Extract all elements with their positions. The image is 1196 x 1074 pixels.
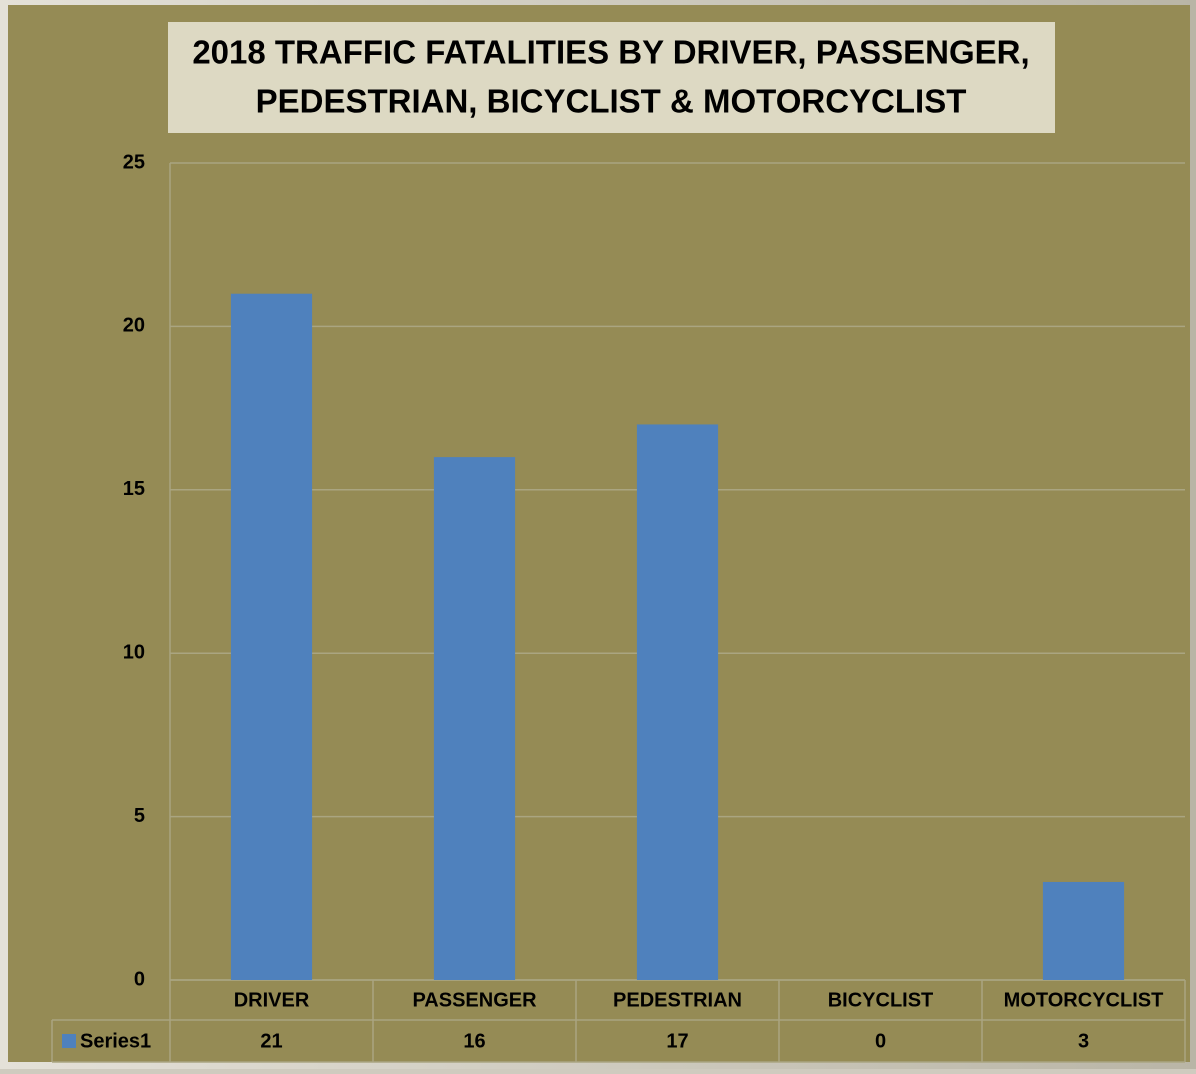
chart-area — [8, 5, 1190, 1062]
x-tick-label: PEDESTRIAN — [613, 989, 742, 1011]
y-tick-label: 0 — [134, 968, 145, 990]
y-tick-label: 5 — [134, 805, 145, 827]
legend-key — [62, 1034, 76, 1048]
y-tick-label: 15 — [123, 478, 145, 500]
bar — [230, 293, 313, 981]
bar — [636, 424, 719, 980]
bar — [433, 457, 516, 980]
bar — [1042, 881, 1125, 980]
chart-title: PEDESTRIAN, BICYCLIST & MOTORCYCLIST — [256, 83, 967, 120]
x-tick-label: PASSENGER — [412, 989, 537, 1011]
title-box — [168, 22, 1055, 133]
chart-title: 2018 TRAFFIC FATALITIES BY DRIVER, PASSE… — [192, 34, 1029, 71]
x-tick-label: BICYCLIST — [828, 989, 934, 1011]
x-tick-label: DRIVER — [234, 989, 310, 1011]
table-value: 21 — [260, 1030, 282, 1052]
y-tick-label: 25 — [123, 151, 145, 173]
legend-label: Series1 — [80, 1030, 151, 1052]
x-tick-label: MOTORCYCLIST — [1004, 989, 1164, 1011]
table-value: 17 — [666, 1030, 688, 1052]
table-value: 0 — [875, 1030, 886, 1052]
y-tick-label: 20 — [123, 315, 145, 337]
table-value: 16 — [463, 1030, 485, 1052]
table-value: 3 — [1078, 1030, 1089, 1052]
y-tick-label: 10 — [123, 641, 145, 663]
